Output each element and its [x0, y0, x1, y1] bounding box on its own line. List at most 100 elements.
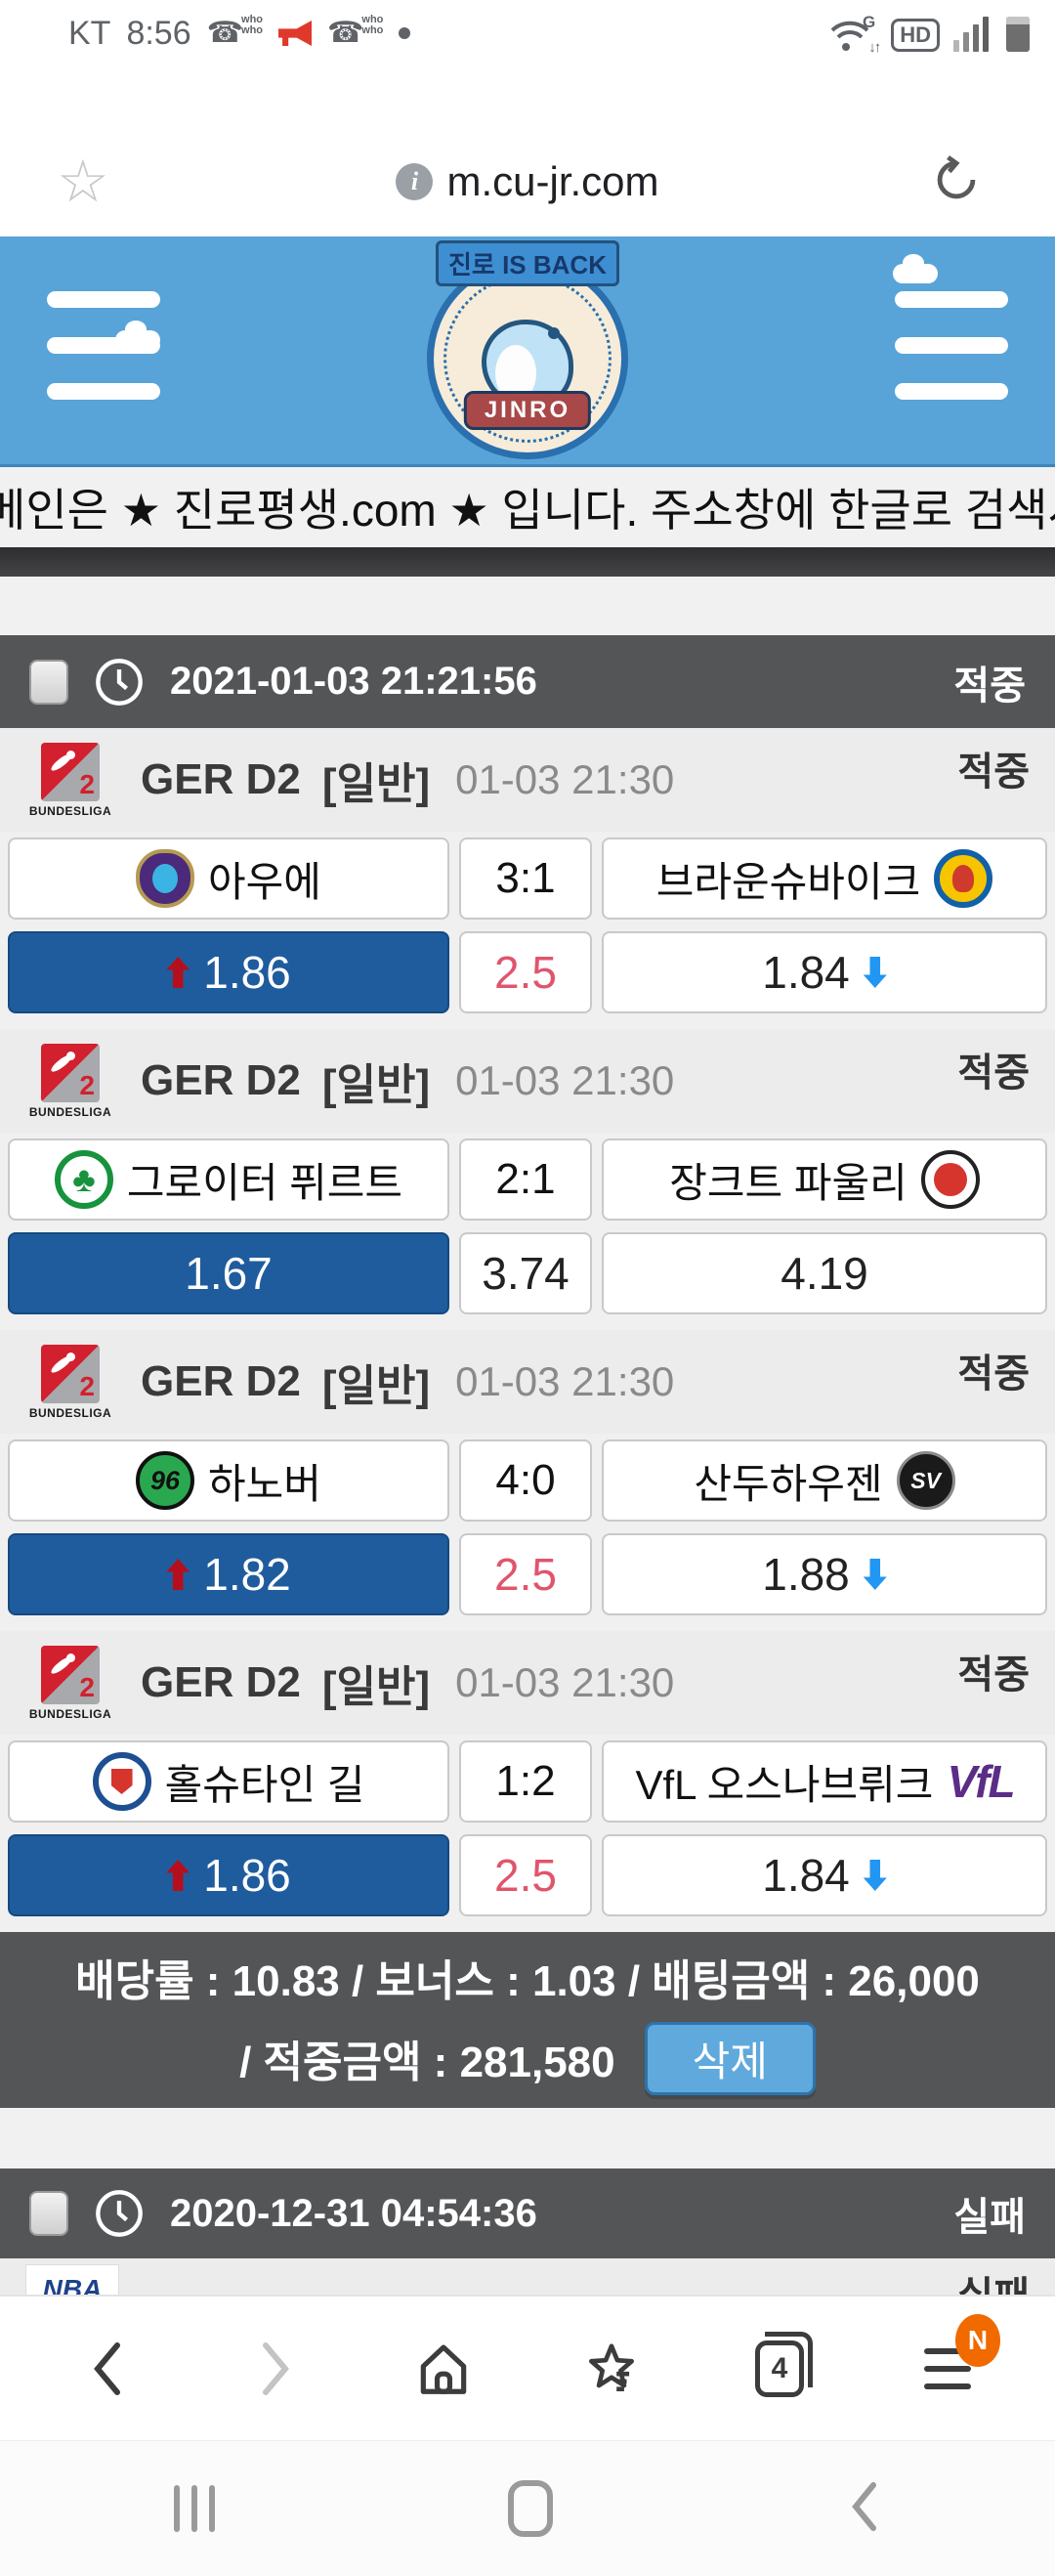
- bet-category: [일반]: [321, 1061, 431, 1109]
- st-pauli-logo-icon: [920, 1150, 980, 1209]
- hd-voice-icon: HD: [891, 19, 940, 52]
- home-odds-cell[interactable]: 1.86: [8, 931, 449, 1013]
- score-value: 2:1: [495, 1155, 556, 1203]
- clock-icon: [96, 658, 143, 706]
- system-back-button[interactable]: [846, 2481, 881, 2537]
- home-team-cell: ♣ 그로이터 퓌르트: [8, 1138, 449, 1221]
- url-text[interactable]: m.cu-jr.com: [446, 158, 659, 204]
- draw-odds-cell[interactable]: 2.5: [459, 1834, 592, 1916]
- right-menu-button[interactable]: [895, 291, 1008, 400]
- away-team-cell: 브라운슈바이크: [602, 837, 1047, 920]
- home-team-cell: 홀슈타인 길: [8, 1740, 449, 1823]
- score-cell: 4:0: [459, 1439, 592, 1522]
- osnabrueck-logo-icon: VfL: [947, 1756, 1015, 1807]
- tabs-button[interactable]: 4: [748, 2331, 813, 2400]
- holstein-kiel-logo-icon: [92, 1752, 151, 1811]
- odds-up-icon: [166, 1860, 190, 1891]
- status-bar: KT 8:56 ☎ who who ☎ who who G ↓↑: [0, 0, 1055, 59]
- odds-row: 1.86 2.5 1.84: [0, 925, 1055, 1029]
- braunschweig-logo-icon: [934, 849, 993, 908]
- clock-icon: [96, 2190, 143, 2237]
- away-odds-cell[interactable]: 1.88: [602, 1533, 1047, 1615]
- clipped-league-row: NBA 실패: [0, 2258, 1055, 2295]
- home-odds-value: 1.86: [203, 947, 291, 998]
- teams-row: ♣ 그로이터 퓌르트 2:1 장크트 파울리: [0, 1133, 1055, 1226]
- home-team-cell: 96 하노버: [8, 1439, 449, 1522]
- cloud-decoration: [893, 254, 938, 283]
- away-odds-cell[interactable]: 1.84: [602, 1834, 1047, 1916]
- odds-up-icon: [166, 1559, 190, 1590]
- whowho-label: who who: [241, 14, 264, 36]
- kickoff-time: 01-03 21:30: [455, 756, 675, 802]
- address-bar: ☆ i m.cu-jr.com: [0, 59, 1055, 236]
- slip-timestamp: 2021-01-03 21:21:56: [170, 660, 537, 703]
- home-team-cell: 아우에: [8, 837, 449, 920]
- away-team-cell: 산두하우젠 SV: [602, 1439, 1047, 1522]
- home-team-name: 홀슈타인 길: [164, 1761, 365, 1808]
- draw-odds-value: 2.5: [494, 1549, 557, 1600]
- aue-logo-icon: [136, 849, 195, 908]
- browser-menu-button[interactable]: N: [916, 2313, 1000, 2400]
- odds-down-icon: [863, 1860, 887, 1891]
- league-row: 2 BUNDESLIGA GER D2 [일반] 01-03 21:30 적중: [0, 728, 1055, 832]
- slip-checkbox[interactable]: [29, 2191, 68, 2236]
- league-name: GER D2: [141, 1056, 301, 1104]
- home-odds-cell[interactable]: 1.82: [8, 1533, 449, 1615]
- notification-dot-icon: [399, 27, 411, 39]
- hannover96-logo-icon: 96: [136, 1451, 195, 1510]
- away-odds-cell[interactable]: 4.19: [602, 1232, 1047, 1314]
- notice-text: 메인은 ★ 진로평생.com ★ 입니다. 주소창에 한글로 검색시 항시 접속…: [0, 485, 1055, 536]
- away-odds-cell[interactable]: 1.84: [602, 931, 1047, 1013]
- match-result-badge: 실패: [957, 2264, 1030, 2295]
- odds-row: 1.82 2.5 1.88: [0, 1527, 1055, 1631]
- bet-category: [일반]: [321, 1663, 431, 1711]
- bet-slip-header: 2020-12-31 04:54:36 실패: [0, 2168, 1055, 2258]
- match-result-badge: 적중: [957, 1653, 1030, 1696]
- slip-checkbox[interactable]: [29, 659, 68, 705]
- greuther-fuerth-logo-icon: ♣: [54, 1150, 113, 1209]
- megaphone-notification-icon: [278, 21, 313, 46]
- home-odds-value: 1.67: [185, 1248, 273, 1299]
- home-button[interactable]: [412, 2338, 475, 2400]
- bookmarks-button[interactable]: [580, 2338, 643, 2400]
- slip-timestamp: 2020-12-31 04:54:36: [170, 2191, 537, 2235]
- kickoff-time: 01-03 21:30: [455, 1659, 675, 1705]
- bet-slip-summary: 배당률 : 10.83 / 보너스 : 1.03 / 배팅금액 : 26,000…: [0, 1932, 1055, 2108]
- away-team-cell: 장크트 파울리: [602, 1138, 1047, 1221]
- away-team-name: 산두하우젠: [694, 1460, 883, 1507]
- slip-result-badge: 실패: [953, 2196, 1026, 2239]
- delete-button[interactable]: 삭제: [644, 2021, 816, 2095]
- back-button[interactable]: [76, 2338, 139, 2400]
- home-odds-cell[interactable]: 1.67: [8, 1232, 449, 1314]
- away-team-name: 장크트 파울리: [669, 1159, 907, 1206]
- naver-notification-badge: N: [955, 2313, 1000, 2367]
- page-info-icon[interactable]: i: [396, 163, 434, 200]
- jinro-logo[interactable]: 진로 IS BACK JINRO: [410, 240, 645, 463]
- draw-odds-cell[interactable]: 3.74: [459, 1232, 592, 1314]
- score-value: 4:0: [495, 1456, 556, 1504]
- bundesliga2-logo: 2 BUNDESLIGA: [25, 1344, 115, 1420]
- score-value: 1:2: [495, 1757, 556, 1805]
- system-home-button[interactable]: [508, 2480, 553, 2537]
- cloud-decoration: [115, 321, 160, 350]
- nba-logo-icon: NBA: [25, 2264, 119, 2295]
- logo-banner-text: 진로 IS BACK: [436, 240, 619, 286]
- battery-icon: [1006, 17, 1030, 52]
- draw-odds-value: 2.5: [494, 947, 557, 998]
- home-odds-cell[interactable]: 1.86: [8, 1834, 449, 1916]
- bookmark-star-icon[interactable]: ☆: [57, 149, 109, 214]
- draw-odds-value: 3.74: [482, 1248, 570, 1299]
- summary-line2: / 적중금액 : 281,580: [239, 2039, 615, 2086]
- refresh-icon[interactable]: [928, 151, 985, 213]
- away-team-name: VfL 오스나브뤼크: [635, 1761, 934, 1808]
- bet-category: [일반]: [321, 760, 431, 808]
- draw-odds-cell[interactable]: 2.5: [459, 931, 592, 1013]
- whowho-call-icon: ☎ who who: [206, 14, 264, 49]
- url-field[interactable]: i m.cu-jr.com: [396, 158, 659, 205]
- odds-up-icon: [166, 957, 190, 988]
- league-name: GER D2: [141, 1357, 301, 1405]
- forward-button[interactable]: [244, 2338, 307, 2400]
- draw-odds-value: 2.5: [494, 1850, 557, 1901]
- draw-odds-cell[interactable]: 2.5: [459, 1533, 592, 1615]
- recent-apps-button[interactable]: [174, 2485, 215, 2532]
